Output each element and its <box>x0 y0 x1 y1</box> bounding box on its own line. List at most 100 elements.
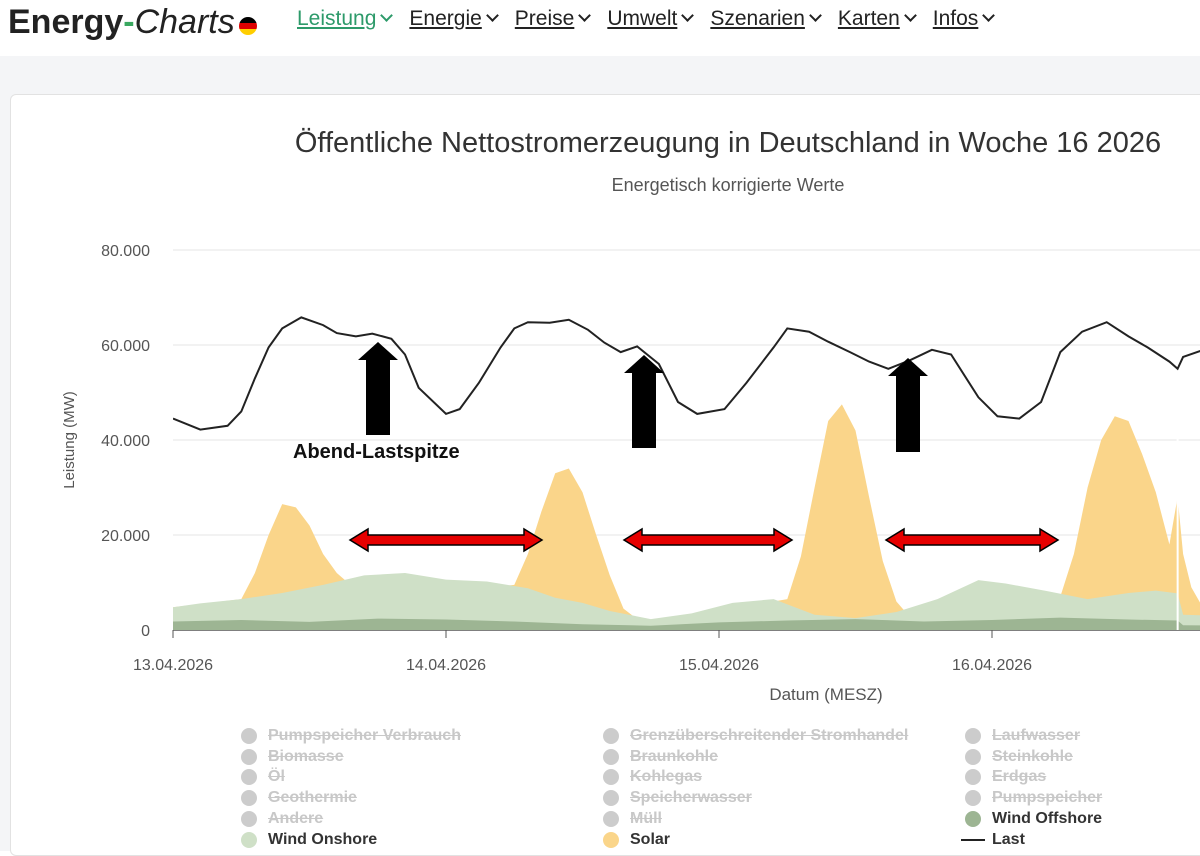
chart-subtitle: Energetisch korrigierte Werte <box>612 175 845 195</box>
legend-item-wind-onshore[interactable]: Wind Onshore <box>241 830 378 850</box>
legend-label: Andere <box>268 809 324 827</box>
legend-item-grenzüberschreitender-stromhandel[interactable]: Grenzüberschreitender Stromhandel <box>603 726 909 746</box>
legend-dot-icon <box>241 728 257 744</box>
x-tick-label: 16.04.2026 <box>952 657 1032 674</box>
legend-dot-icon <box>965 810 981 827</box>
legend-item-laufwasser[interactable]: Laufwasser <box>965 726 1081 746</box>
x-tick-label: 14.04.2026 <box>406 657 486 674</box>
legend-item-biomasse[interactable]: Biomasse <box>241 747 344 767</box>
legend-dot-icon <box>603 769 619 786</box>
menu-karten[interactable]: Karten <box>837 6 917 32</box>
legend-item-andere[interactable]: Andere <box>241 809 324 829</box>
legend-line-icon <box>961 838 985 841</box>
legend-item-müll[interactable]: Müll <box>603 809 662 829</box>
double-arrow-icon <box>884 527 1060 553</box>
germany-flag-icon <box>238 17 257 35</box>
up-arrow-icon <box>888 358 928 452</box>
y-tick-label: 40.000 <box>101 433 150 450</box>
legend-label: Kohlegas <box>630 768 703 786</box>
legend-dot-icon <box>603 810 619 827</box>
legend-item-pumpspeicher-verbrauch[interactable]: Pumpspeicher Verbrauch <box>241 726 461 746</box>
x-axis-ticks: 13.04.2026 14.04.2026 15.04.2026 16.04.2026 <box>133 630 1032 674</box>
menu-leistung-label: Leistung <box>297 7 377 30</box>
legend-item-last[interactable]: Last <box>961 830 1025 850</box>
y-tick-label: 20.000 <box>101 528 150 545</box>
legend-label: Wind Onshore <box>268 830 378 848</box>
series-line-last <box>173 316 1200 431</box>
double-arrow-icon <box>622 527 794 553</box>
y-axis-ticks: 0 20.000 40.000 60.000 80.000 <box>101 243 150 640</box>
logo-dash: - <box>123 3 135 41</box>
legend-item-braunkohle[interactable]: Braunkohle <box>603 747 719 767</box>
y-axis-label: Leistung (MW) <box>61 391 78 489</box>
legend-item-geothermie[interactable]: Geothermie <box>241 788 357 808</box>
menu-infos[interactable]: Infos <box>933 6 996 32</box>
legend-item-öl[interactable]: Öl <box>241 767 285 787</box>
legend-label: Last <box>992 830 1025 848</box>
series-area-wind-offshore <box>173 617 1200 630</box>
legend-dot-icon <box>603 790 619 807</box>
menu-energie-label: Energie <box>409 7 482 30</box>
legend-label: Steinkohle <box>992 747 1073 765</box>
energy-charts-logo[interactable]: Energy-Charts <box>8 2 257 42</box>
x-axis-label: Datum (MESZ) <box>769 685 882 704</box>
y-tick-label: 60.000 <box>101 338 150 355</box>
double-arrow-icon <box>348 527 544 553</box>
legend-label: Biomasse <box>268 747 344 765</box>
up-arrow-icon <box>358 342 398 435</box>
menu-preise-label: Preise <box>514 7 575 30</box>
legend-label: Geothermie <box>268 789 357 807</box>
menu-preise[interactable]: Preise <box>514 6 592 32</box>
legend-label: Solar <box>630 830 671 848</box>
legend-dot-icon <box>241 748 257 765</box>
up-arrow-icon <box>624 355 664 448</box>
menu-leistung[interactable]: Leistung <box>297 6 394 32</box>
chart-title: Öffentliche Nettostromerzeugung in Deuts… <box>295 127 1161 159</box>
legend-label: Müll <box>630 809 662 827</box>
menu-szenarien-label: Szenarien <box>710 7 805 30</box>
legend-dot-icon <box>241 831 257 848</box>
legend-dot-icon <box>965 748 981 765</box>
x-tick-label: 13.04.2026 <box>133 657 213 674</box>
legend-item-wind-offshore[interactable]: Wind Offshore <box>965 809 1103 829</box>
legend-item-speicherwasser[interactable]: Speicherwasser <box>603 788 752 808</box>
legend-label: Pumpspeicher <box>992 789 1103 807</box>
y-tick-label: 0 <box>141 623 150 640</box>
annotations: Abend-Lastspitze <box>293 342 1060 553</box>
logo-part-1: Energy <box>8 3 124 41</box>
legend-label: Pumpspeicher Verbrauch <box>268 727 461 744</box>
legend-label: Braunkohle <box>630 747 719 765</box>
legend-item-erdgas[interactable]: Erdgas <box>965 767 1047 787</box>
legend-item-steinkohle[interactable]: Steinkohle <box>965 747 1073 767</box>
legend-label: Öl <box>268 768 285 786</box>
legend-item-kohlegas[interactable]: Kohlegas <box>603 767 703 787</box>
top-navigation: Energy-Charts Leistung Energie Preise Um… <box>0 0 1200 56</box>
legend-label: Speicherwasser <box>630 789 752 807</box>
menu-karten-label: Karten <box>837 7 900 30</box>
main-menu: Leistung Energie Preise Umwelt Szenarien… <box>297 6 996 32</box>
menu-umwelt-label: Umwelt <box>607 7 678 30</box>
legend-dot-icon <box>241 769 257 786</box>
x-tick-label: 15.04.2026 <box>679 657 759 674</box>
legend-dot-icon <box>241 810 257 827</box>
menu-szenarien[interactable]: Szenarien <box>710 6 822 32</box>
chart-legend: Pumpspeicher Verbrauch Biomasse Öl Geotherm… <box>0 720 1200 851</box>
legend-dot-icon <box>603 831 619 848</box>
y-tick-label: 80.000 <box>101 243 150 260</box>
legend-dot-icon <box>241 790 257 807</box>
legend-item-solar[interactable]: Solar <box>603 830 671 850</box>
menu-energie[interactable]: Energie <box>409 6 499 32</box>
legend-dot-icon <box>965 769 981 786</box>
legend-item-pumpspeicher[interactable]: Pumpspeicher <box>965 788 1103 808</box>
legend-dot-icon <box>965 790 981 807</box>
legend-dot-icon <box>965 728 981 744</box>
series-area-wind-onshore <box>173 573 1200 630</box>
legend-dot-icon <box>603 728 619 744</box>
legend-label: Erdgas <box>992 768 1047 786</box>
legend-label: Laufwasser <box>992 727 1081 744</box>
menu-umwelt[interactable]: Umwelt <box>607 6 695 32</box>
legend-label: Grenzüberschreitender Stromhandel <box>630 727 909 744</box>
legend-dot-icon <box>603 748 619 765</box>
legend-label: Wind Offshore <box>992 809 1103 827</box>
data-series <box>173 316 1200 630</box>
